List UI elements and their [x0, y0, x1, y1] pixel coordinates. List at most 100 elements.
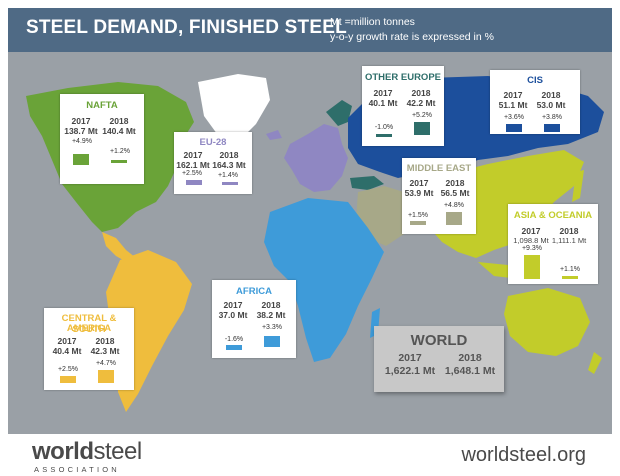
cis-growth2: +3.8% [541, 114, 563, 121]
middle-east-bar1 [410, 221, 426, 225]
greenland-shape [198, 74, 270, 144]
central-america-shape [102, 232, 136, 264]
africa-year2: 2018 [261, 300, 281, 310]
csa-bar2 [98, 370, 114, 383]
other-europe-box: OTHER EUROPE 2017 2018 40.1 Mt 42.2 Mt -… [362, 66, 444, 146]
world-value2: 1,648.1 Mt [444, 365, 496, 377]
eu28-year1: 2017 [183, 150, 203, 160]
world-value1: 1,622.1 Mt [384, 365, 436, 377]
csa-name-line1: CENTRAL & SOUTH [61, 313, 117, 335]
header-bar: STEEL DEMAND, FINISHED STEEL Mt =million… [8, 8, 612, 52]
asia-growth2: +1.1% [559, 266, 581, 273]
cis-year1: 2017 [503, 90, 523, 100]
other-europe-growth1: -1.0% [374, 124, 394, 131]
asia-bar2 [562, 276, 578, 279]
cis-growth1: +3.6% [503, 114, 525, 121]
middle-east-growth1: +1.5% [407, 212, 429, 219]
middle-east-growth2: +4.8% [443, 202, 465, 209]
worldsteel-logo: worldsteel [32, 438, 142, 466]
eu28-year2: 2018 [219, 150, 239, 160]
csa-value2: 42.3 Mt [90, 346, 120, 356]
other-europe-growth2: +5.2% [411, 112, 433, 119]
middle-east-box: MIDDLE EAST 2017 2018 53.9 Mt 56.5 Mt +1… [402, 158, 476, 234]
cis-bar1 [506, 124, 522, 132]
cis-bar2 [544, 124, 560, 132]
csa-value1: 40.4 Mt [52, 346, 82, 356]
nafta-value1: 138.7 Mt [64, 126, 98, 136]
middle-east-name: MIDDLE EAST [406, 163, 472, 174]
csa-bar1 [60, 376, 76, 383]
logo-word-bold: world [32, 438, 94, 465]
logo-word-rest: steel [93, 438, 143, 465]
other-europe-year2: 2018 [411, 88, 431, 98]
africa-value1: 37.0 Mt [218, 310, 248, 320]
asia-growth1: +9.3% [521, 245, 543, 252]
eu28-bar2 [222, 182, 238, 185]
growth-note: y-o-y growth rate is expressed in % [330, 31, 494, 43]
africa-shape [264, 198, 384, 362]
africa-growth1: -1.6% [224, 336, 244, 343]
logo-association-text: ASSOCIATION [34, 465, 120, 474]
middle-east-bar2 [446, 212, 462, 225]
other-europe-value1: 40.1 Mt [368, 98, 398, 108]
asia-value2: 1,111.1 Mt [551, 236, 587, 245]
csa-year1: 2017 [57, 336, 77, 346]
eu28-value2: 164.3 Mt [212, 160, 246, 170]
eu28-growth1: +2.5% [181, 170, 203, 177]
iceland-shape [266, 130, 282, 140]
asia-year2: 2018 [559, 226, 579, 236]
cis-year2: 2018 [541, 90, 561, 100]
csa-name-line2: AMERICA [66, 323, 112, 334]
asia-name: ASIA & OCEANIA [513, 210, 593, 221]
turkey-shape [350, 176, 384, 190]
csa-growth2: +4.7% [95, 360, 117, 367]
middle-east-year1: 2017 [409, 178, 429, 188]
world-year2: 2018 [458, 352, 482, 364]
eu28-growth2: +1.4% [217, 172, 239, 179]
world-total-box: WORLD 2017 2018 1,622.1 Mt 1,648.1 Mt [374, 326, 504, 392]
nafta-year1: 2017 [71, 116, 91, 126]
africa-value2: 38.2 Mt [256, 310, 286, 320]
website-link[interactable]: worldsteel.org [461, 444, 586, 466]
middle-east-year2: 2018 [445, 178, 465, 188]
australia-shape [504, 288, 590, 356]
africa-bar1 [226, 345, 242, 350]
nafta-bar2 [111, 160, 127, 163]
other-europe-value2: 42.2 Mt [406, 98, 436, 108]
csa-year2: 2018 [95, 336, 115, 346]
nafta-growth1: +4.9% [71, 138, 93, 145]
africa-growth2: +3.3% [261, 324, 283, 331]
eu28-shape [284, 124, 348, 192]
other-europe-name: OTHER EUROPE [364, 72, 441, 83]
footer: worldsteel ASSOCIATION worldsteel.org [0, 434, 620, 476]
middle-east-value2: 56.5 Mt [440, 188, 470, 198]
nafta-name: NAFTA [86, 100, 118, 111]
other-europe-bar2 [414, 122, 430, 135]
world-year1: 2017 [398, 352, 422, 364]
asia-value1: 1,098.8 Mt [513, 236, 549, 245]
africa-year1: 2017 [223, 300, 243, 310]
other-europe-shape [326, 100, 352, 126]
nafta-value2: 140.4 Mt [102, 126, 136, 136]
asia-box: ASIA & OCEANIA 2017 2018 1,098.8 Mt 1,11… [508, 204, 598, 284]
csa-box: CENTRAL & SOUTH AMERICA 2017 2018 40.4 M… [44, 308, 134, 390]
cis-value2: 53.0 Mt [536, 100, 566, 110]
cis-value1: 51.1 Mt [498, 100, 528, 110]
japan-shape [572, 170, 584, 202]
other-europe-bar1 [376, 134, 392, 137]
nafta-box: NAFTA 2017 2018 138.7 Mt 140.4 Mt +4.9% … [60, 94, 144, 184]
nafta-year2: 2018 [109, 116, 129, 126]
eu28-value1: 162.1 Mt [176, 160, 210, 170]
eu28-name: EU-28 [199, 137, 227, 148]
page-title: STEEL DEMAND, FINISHED STEEL [26, 17, 347, 38]
africa-bar2 [264, 336, 280, 347]
asia-bar1 [524, 255, 540, 279]
eu28-bar1 [186, 180, 202, 185]
csa-growth1: +2.5% [57, 366, 79, 373]
cis-box: CIS 2017 2018 51.1 Mt 53.0 Mt +3.6% +3.8… [490, 70, 580, 134]
world-name: WORLD [410, 332, 468, 349]
new-zealand-shape [588, 352, 602, 374]
eu28-box: EU-28 2017 2018 162.1 Mt 164.3 Mt +2.5% … [174, 132, 252, 194]
other-europe-year1: 2017 [373, 88, 393, 98]
map-frame: STEEL DEMAND, FINISHED STEEL Mt =million… [8, 8, 612, 434]
